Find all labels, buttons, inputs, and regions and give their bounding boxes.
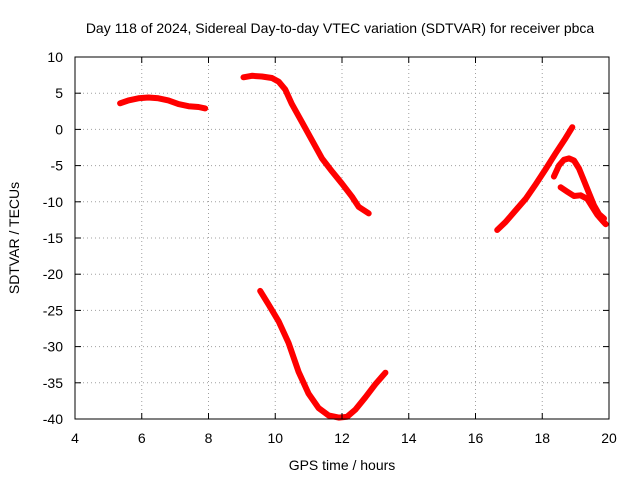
y-tick-label: 5	[55, 85, 63, 101]
series-arc-2	[240, 72, 372, 217]
x-tick-label: 16	[468, 430, 484, 446]
y-tick-label: 0	[55, 121, 63, 137]
y-tick-label: 10	[47, 49, 63, 65]
grid	[75, 57, 609, 419]
chart-title: Day 118 of 2024, Sidereal Day-to-day VTE…	[86, 20, 595, 36]
y-tick-label: -35	[43, 375, 63, 391]
x-tick-label: 20	[601, 430, 617, 446]
x-tick-label: 10	[267, 430, 283, 446]
x-axis-label: GPS time / hours	[289, 457, 396, 473]
y-tick-label: -20	[43, 266, 63, 282]
x-tick-label: 14	[401, 430, 417, 446]
x-tick-label: 4	[71, 430, 79, 446]
y-tick-label: -40	[43, 411, 63, 427]
y-tick-label: -30	[43, 339, 63, 355]
x-tick-label: 8	[205, 430, 213, 446]
y-tick-label: -10	[43, 194, 63, 210]
ticks	[74, 56, 610, 420]
series-arc-6	[557, 184, 609, 228]
y-tick-label: -15	[43, 230, 63, 246]
x-tick-labels: 4 6 8 10 12 14 16 18 20	[71, 430, 617, 446]
y-axis-label: SDTVAR / TECUs	[6, 182, 22, 294]
x-tick-label: 6	[138, 430, 146, 446]
y-tick-label: -25	[43, 302, 63, 318]
series-arc-4	[494, 124, 576, 233]
series-arc-1	[117, 94, 209, 112]
y-tick-labels: 10 5 0 -5 -10 -15 -20 -25 -30 -35 -40	[43, 49, 63, 427]
x-tick-label: 18	[534, 430, 550, 446]
y-tick-label: -5	[51, 158, 64, 174]
series-layer	[117, 72, 609, 421]
x-tick-label: 12	[334, 430, 350, 446]
series-arc-3	[257, 287, 389, 421]
